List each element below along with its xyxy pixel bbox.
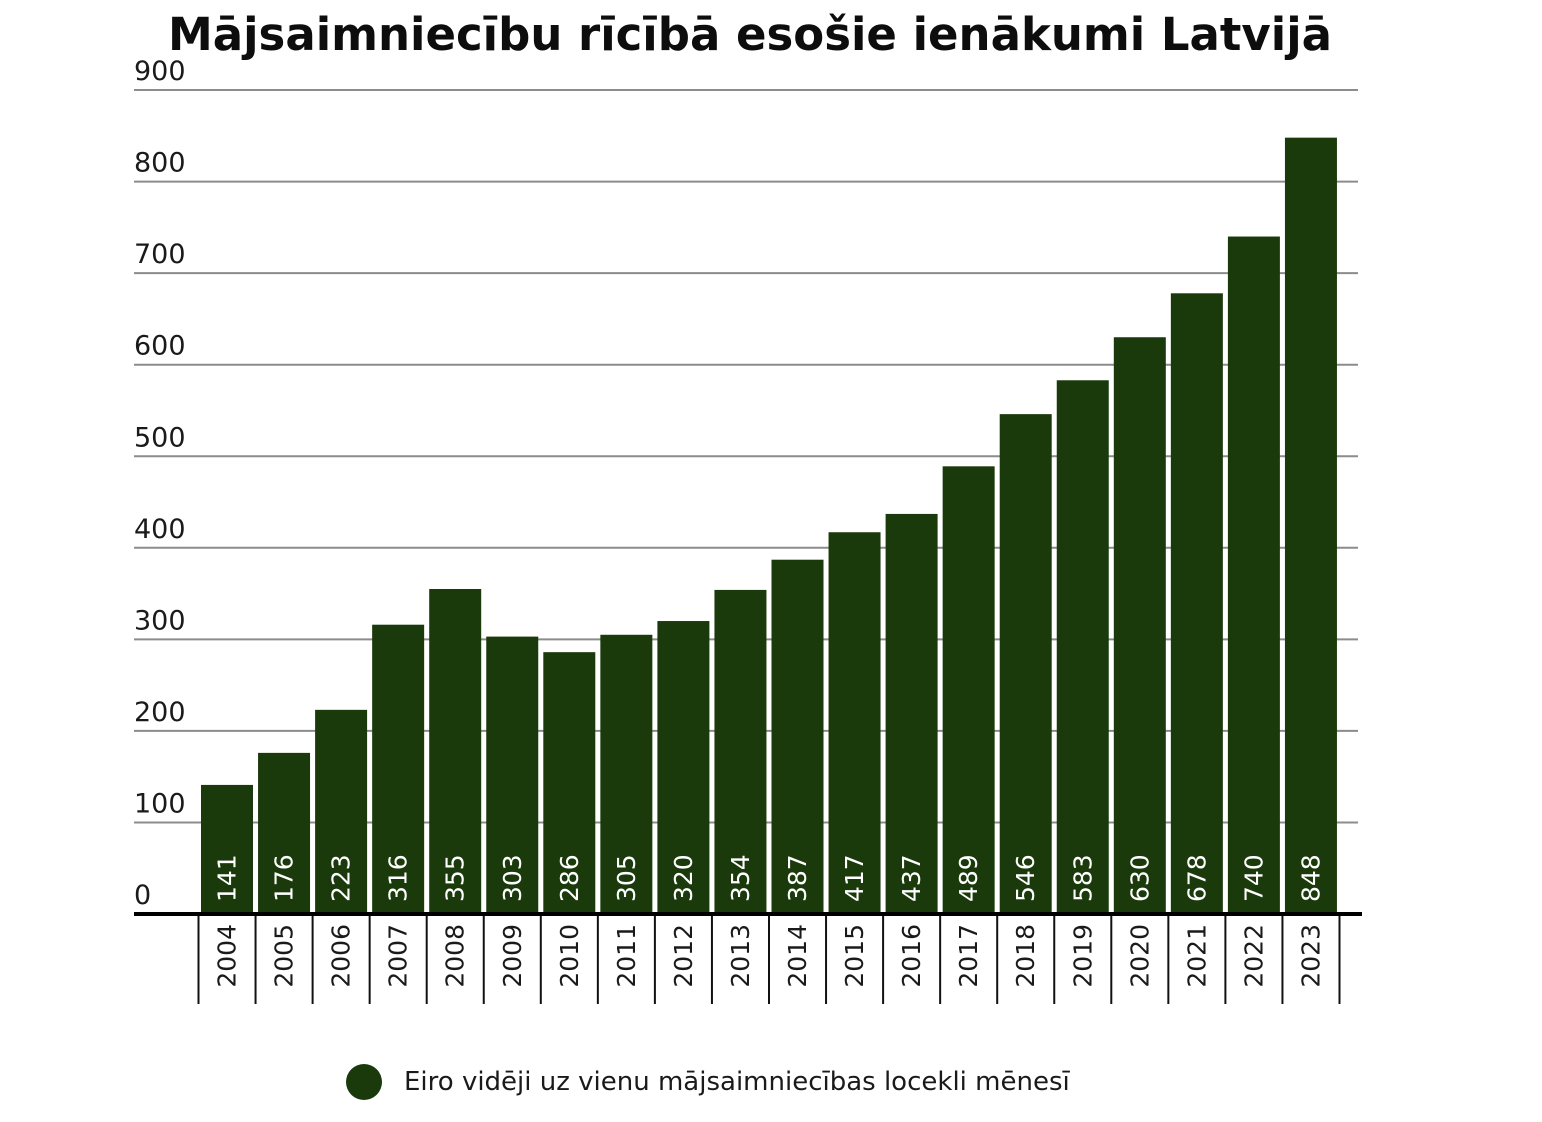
legend: Eiro vidēji uz vienu mājsaimniecības loc… <box>346 1062 1070 1102</box>
chart-title: Mājsaimniecību rīcībā esošie ienākumi La… <box>167 8 1332 61</box>
y-axis-tick-labels: 0 100 200 300 400 500 600 700 800 900 <box>134 56 186 911</box>
x-tick-label: 2018 <box>1011 924 1040 988</box>
x-tick-label: 2006 <box>327 924 356 988</box>
data-label: 355 <box>441 854 470 902</box>
data-label: 630 <box>1125 854 1154 902</box>
data-label: 583 <box>1068 854 1097 902</box>
y-tick-label: 0 <box>134 880 151 911</box>
data-label: 489 <box>954 854 983 902</box>
bar <box>543 652 596 914</box>
x-axis: 2004 2005 2006 2007 2008 2009 2010 2011 2012 2013… <box>134 912 1362 1004</box>
x-tick-label: 2016 <box>897 924 926 988</box>
data-label: 141 <box>213 854 242 902</box>
x-tick-label: 2019 <box>1068 924 1097 988</box>
y-tick-label: 600 <box>134 331 186 362</box>
bar <box>201 784 253 914</box>
data-label: 740 <box>1239 854 1268 902</box>
x-tick-label: 2009 <box>498 924 527 988</box>
x-tick-label: 2005 <box>270 924 299 988</box>
bar <box>771 559 824 914</box>
x-tick-label: 2013 <box>726 924 755 988</box>
legend-swatch <box>346 1064 382 1100</box>
data-label: 176 <box>270 854 299 902</box>
x-tick-label: 2020 <box>1125 924 1154 988</box>
bar <box>600 634 653 914</box>
x-tick-label: 2014 <box>783 924 812 988</box>
data-label: 387 <box>783 854 812 902</box>
x-tick-label: 2017 <box>954 924 983 988</box>
x-tick-label: 2022 <box>1239 924 1268 988</box>
x-tick-label: 2021 <box>1182 924 1211 988</box>
bars: 141 176 223 316 355 303 286 305 320 354 387 417 437 4… <box>201 137 1337 914</box>
bar <box>258 752 311 914</box>
bar <box>315 709 368 914</box>
x-tick-label: 2008 <box>441 924 470 988</box>
bar <box>429 588 482 914</box>
bar <box>828 532 881 914</box>
bar <box>1284 137 1337 914</box>
bar <box>1170 293 1223 914</box>
y-tick-label: 500 <box>134 422 186 453</box>
bar <box>714 589 767 914</box>
bar <box>372 624 425 914</box>
data-label: 320 <box>669 854 698 902</box>
x-tick-label: 2010 <box>555 924 584 988</box>
y-tick-label: 900 <box>134 56 186 87</box>
x-tick-label: 2004 <box>213 924 242 988</box>
data-label: 437 <box>897 854 926 902</box>
x-tick-label: 2015 <box>840 924 869 988</box>
data-label: 305 <box>612 854 641 902</box>
data-label: 417 <box>840 854 869 902</box>
y-tick-label: 800 <box>134 148 186 179</box>
bar <box>1227 236 1280 914</box>
data-label: 848 <box>1296 854 1325 902</box>
data-label: 678 <box>1182 854 1211 902</box>
y-tick-label: 400 <box>134 514 186 545</box>
data-label: 223 <box>327 854 356 902</box>
bar <box>942 466 995 914</box>
data-label: 286 <box>555 854 584 902</box>
y-tick-label: 200 <box>134 697 186 728</box>
bar <box>885 513 938 914</box>
x-tick-label: 2012 <box>669 924 698 988</box>
bar <box>1056 380 1109 914</box>
legend-label: Eiro vidēji uz vienu mājsaimniecības loc… <box>404 1067 1070 1097</box>
data-label: 316 <box>384 854 413 902</box>
bar <box>657 621 710 914</box>
x-tick-label: 2007 <box>384 924 413 988</box>
bar <box>486 636 539 914</box>
bar <box>999 414 1052 914</box>
y-tick-label: 300 <box>134 605 186 636</box>
data-label: 303 <box>498 854 527 902</box>
y-tick-label: 700 <box>134 239 186 270</box>
x-tick-label: 2011 <box>612 924 641 988</box>
bar <box>1113 337 1166 914</box>
data-label: 546 <box>1011 854 1040 902</box>
y-tick-label: 100 <box>134 788 186 819</box>
x-tick-label: 2023 <box>1296 924 1325 988</box>
data-label: 354 <box>726 854 755 902</box>
